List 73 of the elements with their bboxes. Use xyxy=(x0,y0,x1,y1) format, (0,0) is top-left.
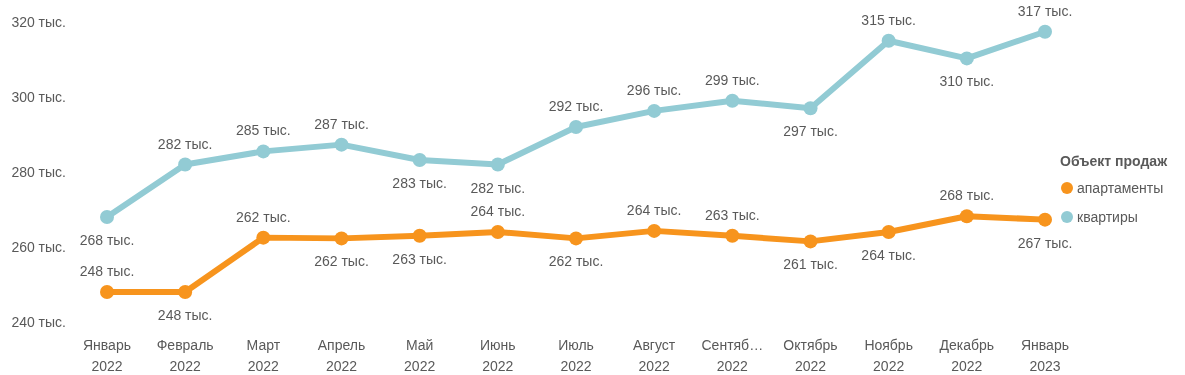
x-tick-label: Январь 2023 xyxy=(1021,337,1069,374)
x-tick-label: Октябрь 2022 xyxy=(783,337,838,374)
data-label: 283 тыс. xyxy=(392,175,447,191)
point xyxy=(725,93,740,108)
data-label: 282 тыс. xyxy=(470,179,526,196)
point xyxy=(1038,212,1052,227)
data-label: 282 тыс. xyxy=(157,135,213,152)
point xyxy=(959,51,974,66)
data-label: 299 тыс. xyxy=(705,71,760,88)
x-tick-label: Июль 2022 xyxy=(558,337,594,374)
point xyxy=(334,231,349,246)
data-label: 264 тыс. xyxy=(626,201,682,218)
y-tick-label: 300 тыс. xyxy=(11,89,66,105)
y-tick-label: 240 тыс. xyxy=(11,314,66,330)
x-tick-label: Ноябрь 2022 xyxy=(864,337,913,374)
point xyxy=(725,228,740,243)
point xyxy=(881,33,896,48)
data-label: 263 тыс. xyxy=(705,206,760,223)
data-label: 268 тыс. xyxy=(939,187,995,204)
data-label: 315 тыс. xyxy=(861,11,916,28)
y-tick-label: 260 тыс. xyxy=(11,239,66,255)
data-label: 261 тыс. xyxy=(783,256,838,273)
point xyxy=(100,210,114,224)
data-label: 267 тыс. xyxy=(1017,234,1073,251)
point xyxy=(178,285,193,299)
point xyxy=(803,101,818,116)
data-label: 285 тыс. xyxy=(236,122,291,139)
point xyxy=(100,285,114,299)
data-label: 292 тыс. xyxy=(548,98,604,114)
x-tick-label: Сентяб… 2022 xyxy=(701,337,764,374)
data-label: 317 тыс. xyxy=(1017,2,1073,19)
x-tick-label: Август 2022 xyxy=(633,337,676,374)
legend-label: апартаменты xyxy=(1077,180,1164,196)
x-tick-label: Июнь 2022 xyxy=(480,337,516,374)
x-tick-label: Май 2022 xyxy=(404,337,436,374)
data-label: 287 тыс. xyxy=(314,115,369,132)
point xyxy=(1038,24,1052,39)
x-tick-label: Апрель 2022 xyxy=(317,337,366,374)
data-label: 297 тыс. xyxy=(783,123,838,140)
point xyxy=(881,225,896,239)
point xyxy=(803,234,818,249)
x-tick-label: Март 2022 xyxy=(246,337,281,374)
data-label: 263 тыс. xyxy=(392,250,447,267)
x-tick-label: Февраль 2022 xyxy=(156,337,214,374)
point xyxy=(569,120,583,134)
data-label: 248 тыс. xyxy=(79,263,135,279)
data-label: 296 тыс. xyxy=(626,81,682,98)
legend-title: Объект продаж xyxy=(1060,153,1169,169)
point xyxy=(412,153,427,167)
point xyxy=(412,228,427,243)
point xyxy=(569,231,583,246)
point xyxy=(959,209,974,224)
data-label: 262 тыс. xyxy=(314,253,369,270)
point xyxy=(178,157,193,172)
x-tick-label: Декабрь 2022 xyxy=(939,337,995,374)
point xyxy=(647,103,662,118)
data-label: 262 тыс. xyxy=(548,253,604,270)
data-label: 248 тыс. xyxy=(157,307,213,323)
point xyxy=(256,144,271,159)
y-tick-label: 280 тыс. xyxy=(11,164,66,180)
data-label: 264 тыс. xyxy=(470,203,526,219)
point xyxy=(647,223,662,238)
legend-label: квартиры xyxy=(1077,209,1138,225)
point xyxy=(490,225,505,239)
data-label: 262 тыс. xyxy=(236,208,291,225)
point xyxy=(490,157,505,172)
point xyxy=(334,137,349,152)
y-tick-label: 320 тыс. xyxy=(11,14,66,30)
x-tick-label: Январь 2022 xyxy=(83,337,131,374)
point xyxy=(256,230,271,245)
data-label: 268 тыс. xyxy=(79,232,135,248)
data-label: 264 тыс. xyxy=(861,247,916,263)
data-label: 310 тыс. xyxy=(939,73,995,90)
